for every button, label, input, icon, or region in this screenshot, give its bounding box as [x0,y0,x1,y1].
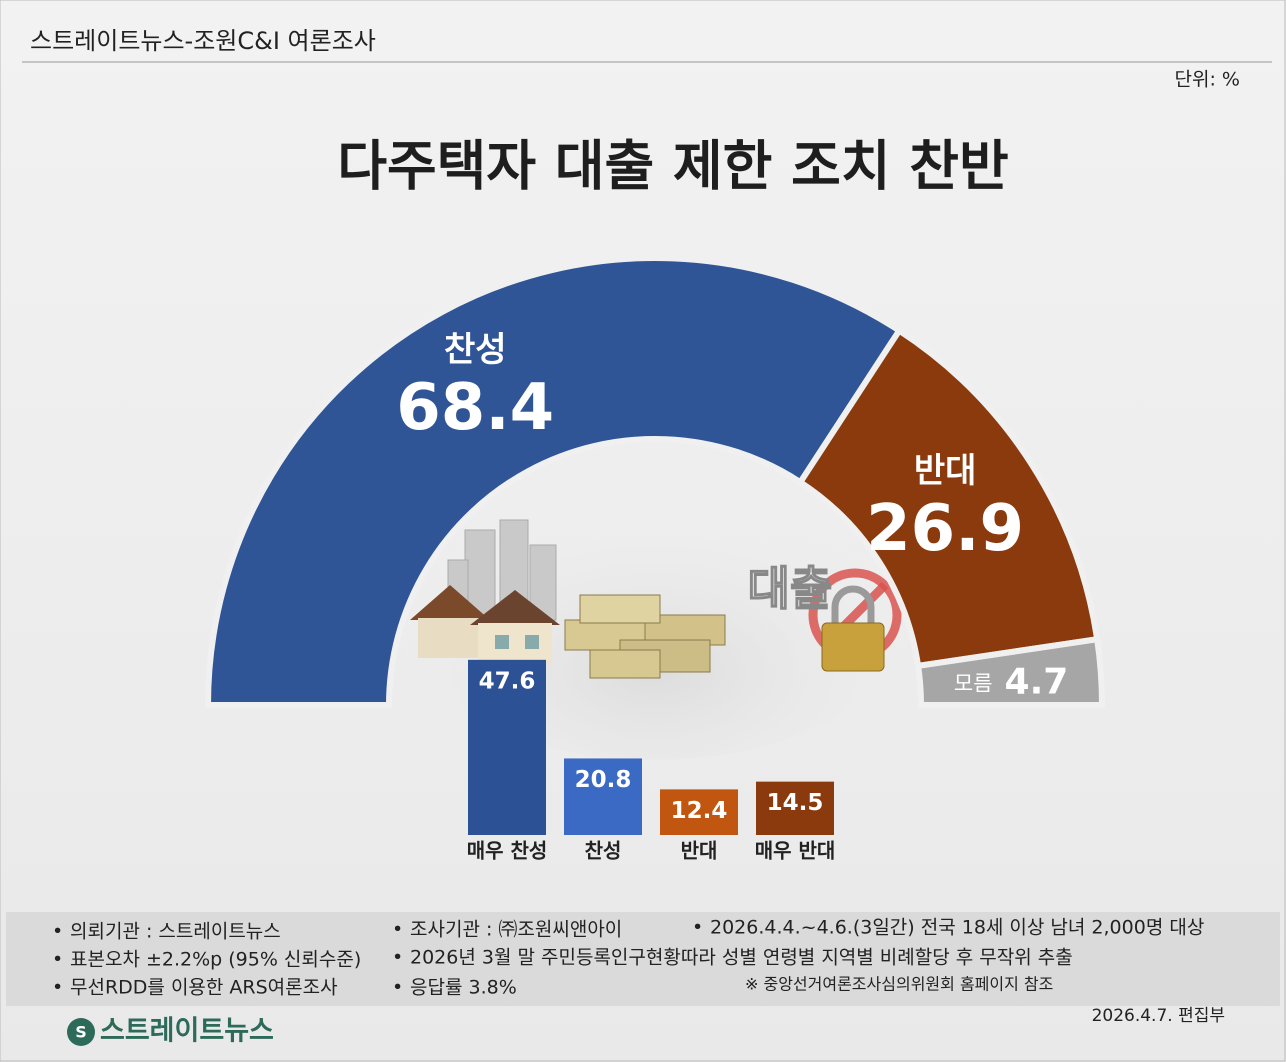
note: 응답률 3.8% [410,977,517,999]
segment-value: 68.4 [396,371,554,445]
note: 의뢰기관 : 스트레이트뉴스 [70,921,281,943]
bullet: • [52,921,63,943]
bar-category: 매우 찬성 [467,839,548,863]
bar-category: 찬성 [585,839,622,863]
chart-title: 다주택자 대출 제한 조치 찬반 [337,135,1008,198]
illustration-text: 대출 [748,562,833,616]
footer-date: 2026.4.7. 편집부 [1092,1006,1225,1026]
bullet: • [52,949,63,971]
logo: S 스트레이트뉴스 [67,1016,274,1047]
bar-value: 14.5 [767,790,824,816]
note: 무선RDD를 이용한 ARS여론조사 [70,977,338,999]
notes: • 의뢰기관 : 스트레이트뉴스 • 조사기관 : ㈜조원씨앤아이 • 2026… [52,917,1204,999]
bar [468,659,546,835]
bar-category: 매우 반대 [755,839,836,863]
segment-value: 26.9 [866,492,1024,566]
bar-value: 47.6 [479,668,536,694]
bar-value: 12.4 [671,798,728,824]
bar [564,758,642,835]
note: 조사기관 : ㈜조원씨앤아이 [410,919,622,941]
note: 2026.4.4.~4.6.(3일간) 전국 18세 이상 남녀 2,000명 … [710,917,1204,939]
bullet: • [392,947,403,969]
segment-label: 모름 [954,672,993,696]
segment-label: 반대 [914,451,977,491]
bullet: • [692,917,703,939]
logo-mark: S [75,1023,87,1042]
bar [660,789,738,835]
segment-value: 4.7 [1005,662,1069,703]
bar-chart: 47.6 매우 찬성 20.8 찬성 12.4 반대 14.5 매우 반대 [467,659,836,863]
segment-label: 찬성 [444,330,507,370]
note: ※ 중앙선거여론조사심의위원회 홈페이지 참조 [745,975,1053,994]
notes-band [6,912,1280,1006]
bullet: • [392,919,403,941]
bullet: • [52,977,63,999]
note: 2026년 3월 말 주민등록인구현황따라 성별 연령별 지역별 비례할당 후 … [410,947,1073,969]
donut-segment [796,326,1101,670]
logo-text: 스트레이트뉴스 [100,1016,274,1047]
bullet: • [392,977,403,999]
donut-segment [204,255,904,708]
bar-value: 20.8 [575,767,632,793]
source: 스트레이트뉴스-조원C&I 여론조사 [30,27,376,55]
bar [756,781,834,835]
unit: 단위: % [1175,69,1240,91]
donut-segment [914,635,1106,708]
bar-category: 반대 [681,839,718,863]
note: 표본오차 ±2.2%p (95% 신뢰수준) [70,949,361,971]
